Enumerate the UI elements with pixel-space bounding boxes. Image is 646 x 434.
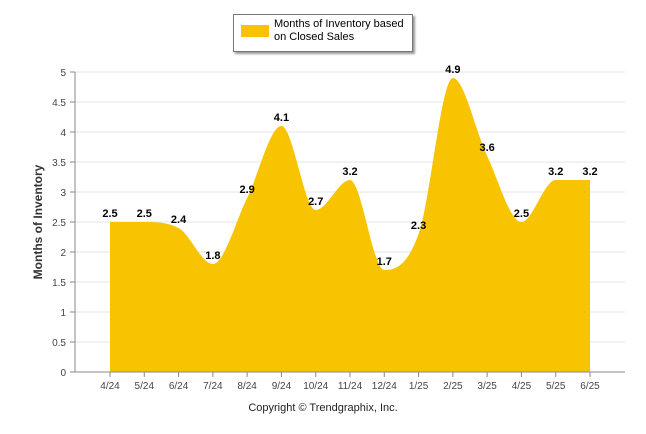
- x-tick-label: 8/24: [237, 381, 257, 392]
- x-tick-label: 12/24: [372, 381, 397, 392]
- data-label: 4.9: [445, 64, 460, 76]
- x-tick-label: 5/24: [135, 381, 155, 392]
- x-tick-label: 11/24: [338, 381, 363, 392]
- data-label: 3.2: [582, 166, 597, 178]
- x-tick-label: 6/24: [169, 381, 189, 392]
- x-tick-label: 5/25: [546, 381, 566, 392]
- data-label: 2.4: [171, 214, 187, 226]
- legend: Months of Inventory based on Closed Sale…: [233, 14, 413, 52]
- y-tick-label: 3.5: [52, 158, 66, 169]
- area-series: [110, 78, 590, 372]
- y-tick-labels: 0 0.5 1 1.5 2 2.5 3 3.5 4 4.5 5: [52, 68, 66, 379]
- x-tick-label: 10/24: [303, 381, 328, 392]
- data-label: 3.6: [479, 142, 494, 154]
- legend-swatch: [241, 25, 269, 37]
- legend-label: Months of Inventory based on Closed Sale…: [274, 18, 404, 43]
- x-tick-label: 2/25: [443, 381, 463, 392]
- data-label: 2.9: [239, 184, 254, 196]
- x-tick-label: 9/24: [272, 381, 292, 392]
- y-tick-label: 0: [60, 368, 66, 379]
- x-tick-label: 7/24: [203, 381, 223, 392]
- y-tick-label: 4: [60, 128, 66, 139]
- y-axis-title: Months of Inventory: [31, 164, 45, 279]
- data-label: 2.3: [411, 220, 426, 232]
- data-label: 2.5: [514, 208, 529, 220]
- x-tick-label: 4/24: [100, 381, 120, 392]
- data-label: 2.7: [308, 196, 323, 208]
- axes: [74, 72, 625, 377]
- data-labels: 2.5 2.5 2.4 1.8 2.9 4.1 2.7 3.2 1.7 2.3 4.9 3.6 2.5 3…: [102, 64, 597, 268]
- y-tick-label: 4.5: [52, 98, 66, 109]
- y-tick-label: 1: [60, 308, 66, 319]
- data-label: 4.1: [274, 112, 289, 124]
- x-tick-labels: 4/24 5/24 6/24 7/24 8/24 9/24 10/24 11/24 12/24 1…: [100, 381, 600, 392]
- data-label: 2.5: [137, 208, 152, 220]
- y-tick-label: 0.5: [52, 338, 66, 349]
- data-label: 1.7: [377, 256, 392, 268]
- y-tick-label: 2: [60, 248, 66, 259]
- y-tick-label: 1.5: [52, 278, 66, 289]
- y-tick-label: 5: [60, 68, 66, 79]
- inventory-area: [110, 78, 590, 372]
- x-tick-label: 4/25: [512, 381, 532, 392]
- x-tick-label: 3/25: [477, 381, 497, 392]
- data-label: 1.8: [205, 250, 220, 262]
- data-label: 2.5: [102, 208, 117, 220]
- y-tick-label: 3: [60, 188, 66, 199]
- x-tick-label: 1/25: [409, 381, 429, 392]
- y-tick-label: 2.5: [52, 218, 66, 229]
- copyright-text: Copyright © Trendgraphix, Inc.: [248, 402, 398, 414]
- data-label: 3.2: [342, 166, 357, 178]
- x-tick-label: 6/25: [580, 381, 600, 392]
- data-label: 3.2: [548, 166, 563, 178]
